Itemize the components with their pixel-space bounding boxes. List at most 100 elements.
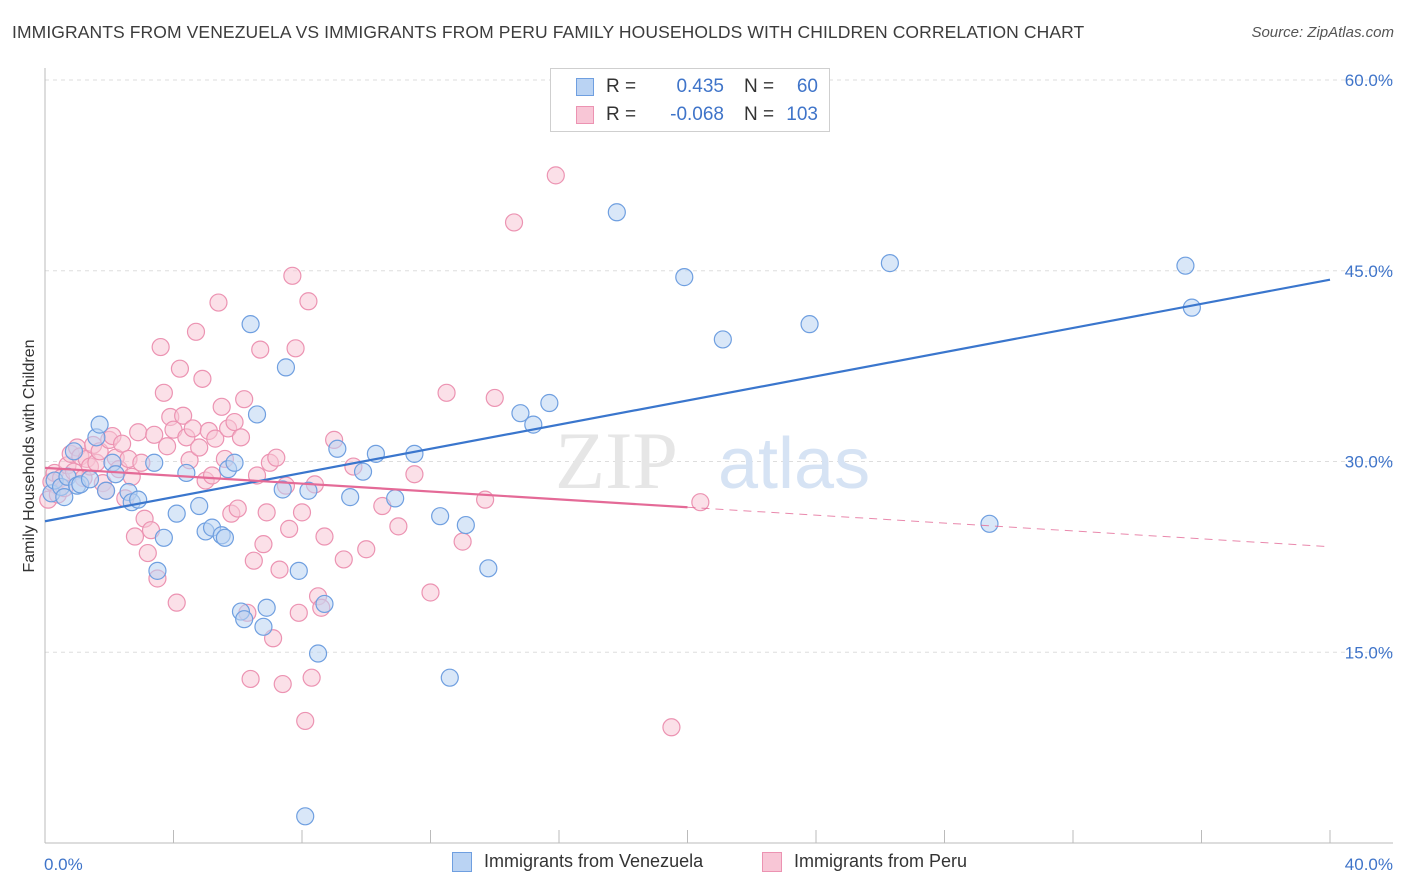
peru-trendline-extension xyxy=(687,506,1331,548)
legend-r-label: R = xyxy=(606,104,637,125)
peru-point xyxy=(254,535,273,554)
venezuela-point xyxy=(154,528,173,547)
peru-point xyxy=(257,503,276,522)
peru-point xyxy=(504,213,524,232)
peru-point xyxy=(186,322,206,341)
venezuela-point xyxy=(607,203,626,222)
venezuela-point xyxy=(540,393,559,413)
venezuela-point xyxy=(96,481,116,500)
peru-point xyxy=(453,532,472,551)
legend-n-label: N = xyxy=(744,76,775,97)
peru-point xyxy=(405,465,424,484)
bottom-legend-swatch-peru xyxy=(762,851,782,872)
peru-point xyxy=(296,711,315,731)
venezuela-point xyxy=(386,489,405,508)
peru-point xyxy=(112,434,132,453)
peru-point xyxy=(437,383,456,402)
peru-point xyxy=(357,540,376,559)
venezuela-point xyxy=(713,330,732,349)
peru-point xyxy=(421,583,440,602)
watermark: ZIP atlas xyxy=(555,415,870,506)
peru-point xyxy=(190,438,209,457)
venezuela-point xyxy=(308,644,328,663)
y-tick-label: 30.0% xyxy=(1345,453,1393,472)
legend-swatch-venezuela xyxy=(576,78,594,96)
peru-point xyxy=(334,550,353,569)
x-tick-label: 0.0% xyxy=(44,855,83,874)
peru-point xyxy=(283,266,302,285)
venezuela-point xyxy=(254,617,273,636)
venezuela-point xyxy=(145,453,164,472)
legend-box: R = 0.435 N = 60 R = -0.068 N = 103 xyxy=(550,68,830,132)
venezuela-point xyxy=(1176,256,1195,275)
peru-point xyxy=(231,428,251,447)
venezuela-point xyxy=(225,453,244,472)
y-tick-label: 60.0% xyxy=(1345,71,1393,90)
venezuela-point xyxy=(456,515,475,535)
peru-point xyxy=(289,603,308,622)
peru-point xyxy=(280,519,299,538)
tick-labels: 15.0% 30.0% 45.0% 60.0% 0.0% 40.0% xyxy=(44,71,1393,874)
peru-point xyxy=(299,292,318,311)
bottom-legend: Immigrants from Venezuela Immigrants fro… xyxy=(0,851,1406,877)
legend-n-label: N = xyxy=(744,104,775,125)
source-label: Source: ZipAtlas.com xyxy=(1251,24,1394,41)
venezuela-point xyxy=(479,559,498,578)
legend-r-value: -0.068 xyxy=(670,104,724,125)
venezuela-point xyxy=(353,462,373,481)
venezuela-point xyxy=(80,470,100,489)
venezuela-point xyxy=(273,480,292,499)
legend-n-value: 60 xyxy=(796,76,818,97)
peru-point xyxy=(315,527,334,546)
peru-point xyxy=(228,499,247,518)
venezuela-point xyxy=(800,315,819,334)
x-tick-label: 40.0% xyxy=(1345,855,1393,874)
peru-point xyxy=(225,412,244,432)
peru-point xyxy=(389,517,408,536)
venezuela-point xyxy=(675,268,694,287)
venezuela-point xyxy=(299,481,318,500)
venezuela-point xyxy=(167,504,186,523)
peru-point xyxy=(270,560,289,579)
bottom-legend-label-venezuela: Immigrants from Venezuela xyxy=(484,851,704,871)
chart-title: IMMIGRANTS FROM VENEZUELA VS IMMIGRANTS … xyxy=(12,22,1085,42)
venezuela-point xyxy=(64,442,84,461)
peru-point xyxy=(286,339,305,358)
peru-point xyxy=(183,419,202,438)
venezuela-point xyxy=(315,594,334,614)
y-tick-label: 45.0% xyxy=(1345,262,1393,281)
y-axis-label: Family Households with Children xyxy=(21,340,38,573)
legend-row-venezuela: R = 0.435 N = 60 xyxy=(551,73,818,101)
watermark-zip: ZIP xyxy=(555,415,678,506)
peru-point xyxy=(209,293,228,312)
legend-r-label: R = xyxy=(606,76,637,97)
peru-point xyxy=(145,425,164,444)
venezuela-points xyxy=(42,203,1201,826)
venezuela-point xyxy=(177,463,196,483)
watermark-atlas: atlas xyxy=(718,424,870,504)
peru-point xyxy=(235,390,254,409)
axes xyxy=(44,68,1393,844)
venezuela-point xyxy=(296,807,315,826)
peru-point xyxy=(138,543,157,563)
venezuela-point xyxy=(55,488,74,507)
venezuela-point xyxy=(215,528,234,547)
venezuela-point xyxy=(247,405,267,424)
venezuela-point xyxy=(190,496,209,516)
peru-point xyxy=(691,493,710,512)
bottom-legend-label-peru: Immigrants from Peru xyxy=(794,851,968,871)
venezuela-point xyxy=(431,507,450,526)
peru-point xyxy=(302,668,321,687)
peru-point xyxy=(129,423,148,442)
peru-point xyxy=(273,674,292,694)
bottom-legend-peru: Immigrants from Peru xyxy=(762,851,967,872)
venezuela-point xyxy=(257,598,276,617)
peru-point xyxy=(202,466,222,485)
venezuela-point xyxy=(289,561,308,580)
venezuela-point xyxy=(276,358,296,377)
venezuela-point xyxy=(440,668,459,687)
peru-point xyxy=(193,369,212,388)
venezuela-point xyxy=(341,488,360,507)
legend-n-value: 103 xyxy=(786,104,818,125)
